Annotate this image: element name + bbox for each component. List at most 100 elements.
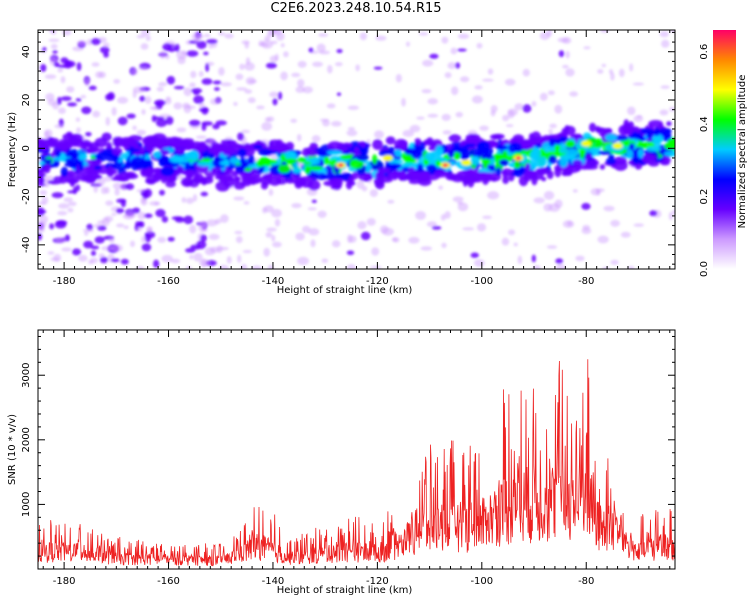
noise-cell: [473, 259, 485, 267]
ridge-cell: [158, 158, 167, 167]
peak-cell: [338, 163, 344, 167]
ridge-cell: [263, 173, 272, 182]
noise-cell: [421, 89, 432, 94]
noise-cell: [549, 123, 557, 129]
noise-cell: [75, 98, 82, 102]
noise-cell: [272, 98, 278, 106]
noise-cell: [276, 31, 285, 41]
noise-cell: [50, 43, 58, 50]
noise-cell: [409, 124, 421, 133]
ridge-cell: [180, 176, 194, 187]
noise-cell: [61, 247, 72, 252]
colorbar-tick-label: 0.4: [699, 116, 710, 132]
ridge-cell: [316, 172, 327, 181]
noise-cell: [224, 33, 234, 39]
ridge-cell: [418, 177, 432, 187]
ridge-cell: [38, 141, 51, 150]
noise-cell: [93, 224, 102, 228]
noise-cell: [144, 96, 152, 104]
noise-cell: [251, 265, 263, 269]
ridge-cell: [495, 144, 508, 151]
noise-cell: [92, 110, 101, 118]
noise-cell: [441, 242, 447, 249]
noise-cell: [190, 70, 197, 79]
noise-cell: [420, 246, 433, 251]
ridge-cell: [377, 168, 391, 173]
noise-cell: [111, 107, 117, 116]
ridge-cell: [210, 166, 223, 174]
noise-cell: [91, 62, 100, 67]
noise-cell: [186, 197, 194, 204]
ridge-cell: [378, 149, 393, 157]
noise-cell: [505, 124, 514, 128]
noise-cell: [482, 78, 494, 82]
noise-cell: [422, 59, 434, 67]
noise-cell: [402, 129, 414, 138]
ridge-cell: [593, 149, 602, 156]
noise-cell: [204, 247, 216, 256]
noise-cell: [581, 227, 592, 235]
ridge-cell: [227, 176, 235, 182]
noise-cell: [139, 95, 146, 102]
ridge-cell: [119, 172, 134, 180]
noise-cell: [101, 217, 110, 227]
ridge-cell: [235, 164, 245, 173]
ridge-cell: [372, 139, 383, 150]
noise-cell: [487, 191, 500, 200]
noise-cell: [452, 196, 464, 203]
ridge-cell: [355, 153, 369, 162]
ridge-cell: [323, 156, 330, 166]
noise-cell: [572, 189, 578, 193]
noise-cell: [220, 214, 229, 223]
ridge-cell: [613, 160, 628, 171]
noise-cell: [141, 235, 146, 243]
ridge-cell: [455, 170, 471, 181]
ridge-cell: [637, 148, 644, 159]
spectrogram-xtick-label: -180: [53, 276, 76, 287]
noise-cell: [318, 50, 331, 55]
noise-cell: [42, 47, 47, 52]
noise-cell: [170, 258, 181, 264]
noise-cell: [40, 64, 47, 72]
noise-cell: [90, 245, 100, 250]
noise-cell: [72, 248, 82, 256]
peak-cell: [442, 163, 448, 167]
noise-cell: [237, 132, 244, 141]
ridge-cell: [502, 170, 509, 179]
noise-cell: [171, 216, 184, 221]
noise-cell: [203, 51, 209, 56]
noise-cell: [554, 104, 563, 114]
ridge-cell: [248, 154, 255, 166]
spectrogram-ylabel: Frequency (Hz): [7, 112, 18, 188]
noise-cell: [186, 50, 199, 57]
ridge-cell: [233, 176, 240, 184]
ridge-cell: [399, 173, 409, 181]
noise-cell: [146, 226, 153, 234]
noise-cell: [395, 73, 402, 83]
ridge-cell: [614, 134, 629, 142]
noise-cell: [627, 106, 636, 116]
noise-cell: [608, 68, 614, 75]
noise-cell: [198, 70, 204, 77]
noise-cell: [346, 264, 357, 269]
noise-cell: [233, 196, 245, 201]
noise-cell: [198, 220, 207, 228]
noise-cell: [457, 201, 464, 205]
ridge-cell: [572, 159, 583, 166]
ridge-cell: [640, 128, 655, 135]
noise-cell: [192, 194, 198, 202]
noise-cell: [141, 243, 152, 252]
noise-cell: [326, 103, 336, 109]
ridge-cell: [546, 170, 554, 180]
noise-cell: [155, 209, 166, 218]
ridge-cell: [48, 139, 57, 148]
noise-cell: [418, 32, 429, 36]
noise-cell: [88, 85, 97, 91]
noise-cell: [103, 42, 110, 48]
noise-cell: [86, 38, 93, 46]
ridge-cell: [263, 159, 278, 164]
noise-cell: [132, 125, 137, 131]
snr-xtick-label: -80: [578, 576, 594, 587]
noise-cell: [58, 203, 70, 209]
noise-cell: [84, 231, 89, 236]
